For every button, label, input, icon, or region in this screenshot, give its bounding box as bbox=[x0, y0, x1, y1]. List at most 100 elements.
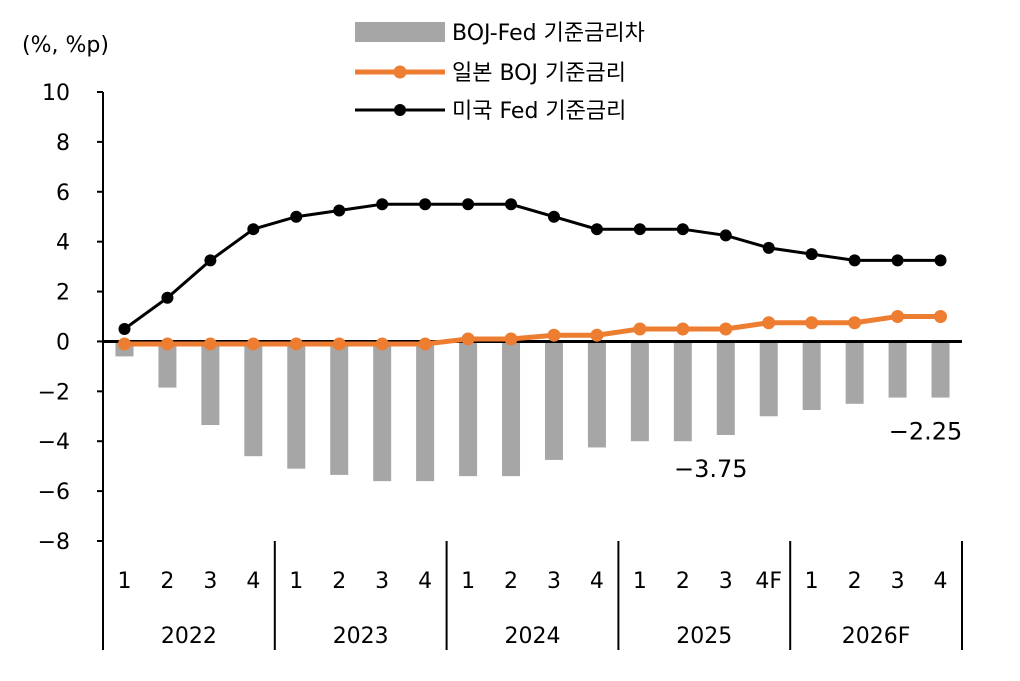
y-tick-label: 0 bbox=[56, 330, 70, 355]
series-line bbox=[123, 202, 941, 331]
y-tick-label: −6 bbox=[38, 480, 70, 505]
x-tick-label: 2 bbox=[848, 569, 862, 594]
y-tick-label: 8 bbox=[56, 131, 70, 156]
bar bbox=[158, 341, 177, 388]
data-point bbox=[934, 254, 947, 267]
data-point bbox=[762, 241, 775, 254]
data-point bbox=[891, 254, 904, 267]
year-label: 2023 bbox=[333, 624, 389, 649]
bar bbox=[673, 341, 692, 442]
data-point bbox=[375, 337, 389, 351]
bar bbox=[802, 341, 821, 411]
year-label: 2022 bbox=[161, 624, 217, 649]
series-line bbox=[124, 314, 941, 347]
data-point bbox=[376, 198, 389, 211]
data-point bbox=[719, 322, 733, 336]
bar bbox=[931, 341, 950, 398]
data-point bbox=[418, 337, 432, 351]
legend-marker bbox=[394, 104, 406, 116]
data-point bbox=[160, 337, 174, 351]
x-tick-label: 3 bbox=[547, 569, 561, 594]
data-point bbox=[848, 316, 862, 330]
x-tick-label: 4F bbox=[755, 569, 782, 594]
y-tick-label: −4 bbox=[38, 430, 70, 455]
data-point bbox=[676, 322, 690, 336]
data-point bbox=[504, 332, 518, 346]
data-point bbox=[762, 316, 776, 330]
bar bbox=[330, 341, 349, 475]
data-point bbox=[505, 198, 518, 211]
x-tick-label: 2 bbox=[160, 569, 174, 594]
data-point bbox=[547, 210, 560, 223]
x-tick-label: 4 bbox=[590, 569, 604, 594]
data-label: −3.75 bbox=[674, 455, 748, 483]
data-point bbox=[161, 291, 174, 304]
y-tick-label: 6 bbox=[56, 181, 70, 206]
data-point bbox=[633, 322, 647, 336]
data-point bbox=[676, 223, 689, 236]
x-tick-label: 1 bbox=[805, 569, 819, 594]
bar bbox=[544, 341, 563, 460]
bar bbox=[759, 341, 778, 417]
bar bbox=[587, 341, 606, 448]
data-point bbox=[719, 229, 732, 242]
year-label: 2024 bbox=[505, 624, 561, 649]
x-tick-label: 4 bbox=[418, 569, 432, 594]
x-tick-label: 1 bbox=[461, 569, 475, 594]
data-point bbox=[289, 337, 303, 351]
bar bbox=[459, 341, 478, 477]
data-point bbox=[547, 328, 561, 342]
x-tick-label: 1 bbox=[117, 569, 131, 594]
data-point bbox=[891, 310, 905, 323]
bar bbox=[244, 341, 263, 457]
y-tick-label: 2 bbox=[56, 281, 70, 306]
bar bbox=[845, 341, 864, 404]
bar bbox=[716, 341, 735, 435]
year-label: 2026F bbox=[842, 624, 911, 649]
x-tick-label: 2 bbox=[504, 569, 518, 594]
bar bbox=[287, 341, 306, 469]
legend-swatch-bar bbox=[355, 22, 445, 42]
legend-marker bbox=[393, 65, 407, 79]
data-point bbox=[805, 248, 818, 261]
data-point bbox=[290, 210, 303, 223]
data-point bbox=[203, 337, 217, 351]
data-point bbox=[204, 254, 217, 267]
legend-label: 미국 Fed 기준금리 bbox=[452, 99, 626, 124]
x-tick-label: 3 bbox=[719, 569, 733, 594]
x-tick-label: 4 bbox=[246, 569, 260, 594]
data-point bbox=[117, 337, 131, 351]
data-point bbox=[462, 198, 475, 211]
x-tick-label: 4 bbox=[934, 569, 948, 594]
bar bbox=[502, 341, 521, 477]
data-point bbox=[934, 310, 948, 323]
data-point bbox=[246, 337, 260, 351]
data-point bbox=[805, 316, 819, 330]
bar bbox=[888, 341, 907, 398]
y-tick-label: 4 bbox=[56, 231, 70, 256]
data-point bbox=[333, 204, 346, 217]
data-point bbox=[461, 332, 475, 346]
data-point bbox=[118, 322, 131, 335]
data-point bbox=[419, 198, 432, 211]
data-point bbox=[848, 254, 861, 267]
bar bbox=[373, 341, 392, 482]
x-tick-label: 3 bbox=[203, 569, 217, 594]
data-point bbox=[332, 337, 346, 351]
bar bbox=[630, 341, 649, 442]
year-label: 2025 bbox=[676, 624, 732, 649]
x-tick-label: 2 bbox=[676, 569, 690, 594]
x-tick-label: 2 bbox=[332, 569, 346, 594]
y-tick-label: −2 bbox=[38, 380, 70, 405]
bar bbox=[201, 341, 220, 426]
y-tick-label: 10 bbox=[42, 81, 70, 106]
x-tick-label: 1 bbox=[289, 569, 303, 594]
data-label: −2.25 bbox=[889, 418, 963, 446]
x-tick-label: 1 bbox=[633, 569, 647, 594]
x-tick-label: 3 bbox=[891, 569, 905, 594]
unit-label: (%, %p) bbox=[22, 33, 109, 58]
legend-label: 일본 BOJ 기준금리 bbox=[452, 61, 626, 86]
y-tick-label: −8 bbox=[38, 530, 70, 555]
